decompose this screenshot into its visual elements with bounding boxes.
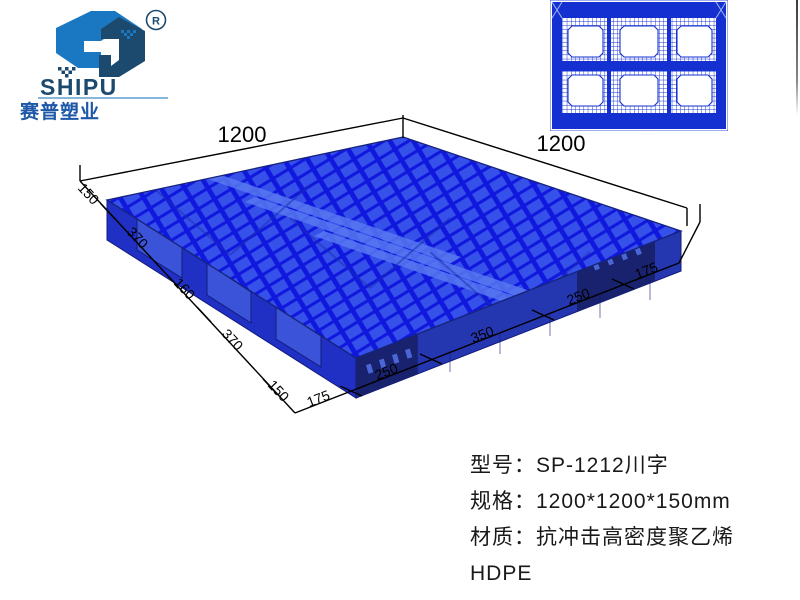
svg-text:1200: 1200 [218,122,267,147]
svg-text:175: 175 [304,387,332,410]
svg-text:150: 150 [75,180,103,208]
svg-text:1200: 1200 [537,131,586,156]
svg-text:370: 370 [219,326,247,354]
svg-text:150: 150 [265,377,293,405]
